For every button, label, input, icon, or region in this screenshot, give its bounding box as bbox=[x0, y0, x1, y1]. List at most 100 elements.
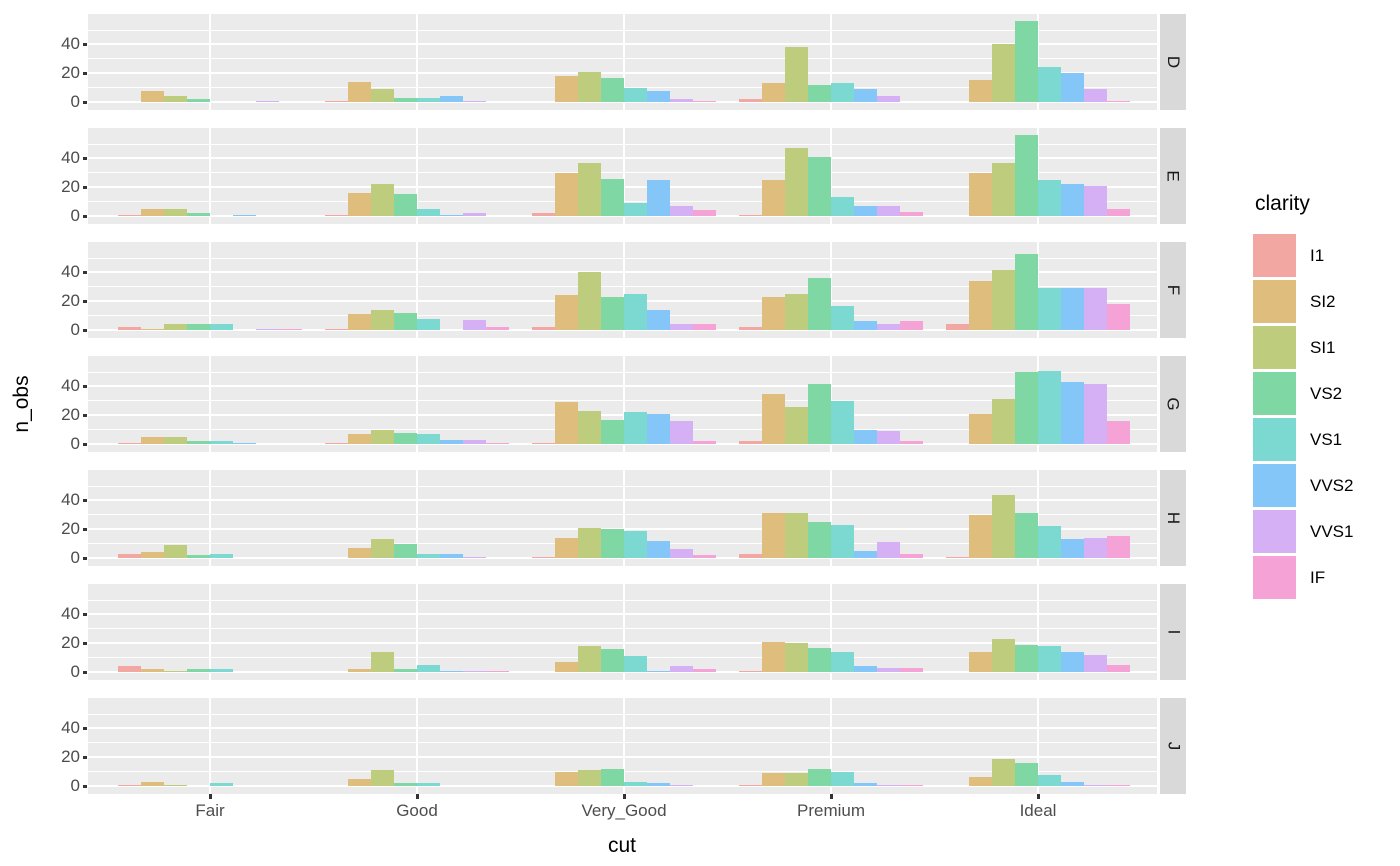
bar-H-Fair-SI2 bbox=[141, 552, 164, 558]
gridline-vertical bbox=[1037, 584, 1039, 680]
gridline-minor bbox=[88, 257, 1157, 259]
gridline-minor bbox=[88, 713, 1157, 715]
y-tick-mark bbox=[83, 443, 87, 446]
gridline-major bbox=[88, 499, 1157, 502]
bar-G-Premium-VVS2 bbox=[854, 429, 877, 444]
bar-D-Premium-I1 bbox=[739, 99, 762, 102]
bar-F-Good-I1 bbox=[325, 328, 348, 330]
bar-I-Fair-VS2 bbox=[187, 669, 210, 672]
facet-panel-I bbox=[88, 584, 1157, 680]
gridline-vertical bbox=[1037, 470, 1039, 566]
gridline-vertical bbox=[209, 14, 211, 110]
bar-I-Ideal-IF bbox=[1107, 664, 1130, 672]
y-tick-mark bbox=[83, 557, 87, 560]
bar-H-Good-VVS2 bbox=[440, 553, 463, 558]
bar-F-Premium-I1 bbox=[739, 327, 762, 330]
facet-strip-G: G bbox=[1160, 356, 1186, 452]
gridline-minor bbox=[88, 742, 1157, 744]
y-tick-mark bbox=[83, 727, 87, 730]
y-tick-label: 0 bbox=[70, 206, 80, 225]
legend-swatch-VS1 bbox=[1253, 418, 1296, 461]
y-tick-label: 0 bbox=[70, 662, 80, 681]
gridline-vertical bbox=[209, 584, 211, 680]
bar-F-Premium-VS2 bbox=[808, 278, 831, 330]
bar-E-Premium-VS1 bbox=[831, 197, 854, 216]
facet-strip-H: H bbox=[1160, 470, 1186, 566]
gridline-vertical bbox=[623, 584, 625, 680]
bar-I-Good-IF bbox=[486, 670, 509, 672]
legend-label: VS1 bbox=[1310, 430, 1343, 449]
gridline-major bbox=[88, 101, 1157, 103]
bar-E-Very_Good-VS2 bbox=[601, 178, 624, 216]
bar-D-Ideal-VS2 bbox=[1015, 21, 1038, 102]
bar-F-Ideal-I1 bbox=[946, 324, 969, 330]
bar-I-Ideal-VVS1 bbox=[1084, 654, 1107, 672]
x-tick-label: Ideal bbox=[1019, 801, 1057, 820]
gridline-vertical bbox=[623, 128, 625, 224]
gridline-major bbox=[88, 443, 1157, 445]
y-tick-label: 0 bbox=[70, 776, 80, 795]
facet-panel-E bbox=[88, 128, 1157, 224]
y-tick-mark bbox=[83, 101, 87, 104]
bar-G-Fair-SI1 bbox=[164, 436, 187, 444]
bar-E-Fair-SI2 bbox=[141, 208, 164, 216]
bar-H-Good-VVS1 bbox=[463, 556, 486, 558]
legend-label: VVS2 bbox=[1310, 476, 1354, 495]
y-tick-label: 40 bbox=[61, 262, 80, 282]
bar-F-Very_Good-VVS2 bbox=[647, 309, 670, 330]
bar-G-Ideal-SI2 bbox=[969, 413, 992, 444]
bar-H-Fair-VS1 bbox=[210, 553, 233, 558]
bar-J-Good-VS1 bbox=[417, 783, 440, 786]
y-tick-label: 40 bbox=[61, 34, 80, 54]
facet-strip-label: E bbox=[1164, 170, 1183, 182]
bar-H-Premium-VVS2 bbox=[854, 550, 877, 558]
bar-J-Very_Good-VS1 bbox=[624, 781, 647, 786]
bar-F-Premium-VVS2 bbox=[854, 321, 877, 330]
y-tick-label: 20 bbox=[61, 177, 80, 197]
bar-D-Premium-VS2 bbox=[808, 84, 831, 102]
bar-F-Very_Good-SI1 bbox=[578, 272, 601, 330]
bar-H-Fair-I1 bbox=[118, 553, 141, 558]
gridline-minor bbox=[88, 514, 1157, 516]
bar-G-Premium-IF bbox=[900, 441, 923, 444]
bar-H-Good-VS2 bbox=[394, 543, 417, 558]
y-tick-label: 40 bbox=[61, 718, 80, 738]
bar-F-Good-VS1 bbox=[417, 318, 440, 330]
bar-F-Fair-VVS1 bbox=[256, 328, 279, 330]
bar-E-Good-VS2 bbox=[394, 194, 417, 216]
legend-swatch-VS2 bbox=[1253, 372, 1296, 415]
bar-E-Ideal-SI2 bbox=[969, 172, 992, 216]
bar-E-Premium-VS2 bbox=[808, 157, 831, 216]
y-tick-mark bbox=[83, 756, 87, 759]
bar-E-Good-VVS1 bbox=[463, 213, 486, 216]
bar-H-Premium-SI2 bbox=[762, 513, 785, 558]
bar-D-Very_Good-VS2 bbox=[601, 77, 624, 102]
gridline-vertical bbox=[416, 14, 418, 110]
bar-I-Ideal-VVS2 bbox=[1061, 651, 1084, 672]
legend-label: SI1 bbox=[1310, 338, 1336, 357]
facet-strip-label: J bbox=[1164, 741, 1183, 751]
bar-G-Fair-SI2 bbox=[141, 436, 164, 444]
bar-E-Premium-VVS1 bbox=[877, 205, 900, 216]
x-tick-mark bbox=[830, 794, 833, 799]
bar-I-Very_Good-IF bbox=[693, 669, 716, 672]
facet-strip-J: J bbox=[1160, 698, 1186, 794]
gridline-vertical bbox=[416, 128, 418, 224]
bar-J-Ideal-IF bbox=[1107, 784, 1130, 786]
legend-swatch-SI2 bbox=[1253, 280, 1296, 323]
bar-H-Ideal-VS2 bbox=[1015, 513, 1038, 558]
bar-H-Very_Good-VVS1 bbox=[670, 549, 693, 558]
bar-D-Ideal-SI1 bbox=[992, 44, 1015, 102]
bar-I-Good-VVS2 bbox=[440, 670, 463, 672]
bar-F-Fair-SI1 bbox=[164, 324, 187, 330]
bar-F-Good-SI1 bbox=[371, 309, 394, 330]
bar-F-Good-SI2 bbox=[348, 314, 371, 330]
gridline-minor bbox=[88, 371, 1157, 373]
y-tick-mark bbox=[83, 785, 87, 788]
gridline-vertical bbox=[623, 242, 625, 338]
gridline-vertical bbox=[1037, 14, 1039, 110]
bar-I-Premium-VS2 bbox=[808, 647, 831, 672]
bar-D-Premium-VVS2 bbox=[854, 89, 877, 102]
bar-F-Very_Good-SI2 bbox=[555, 295, 578, 330]
gridline-vertical bbox=[623, 470, 625, 566]
